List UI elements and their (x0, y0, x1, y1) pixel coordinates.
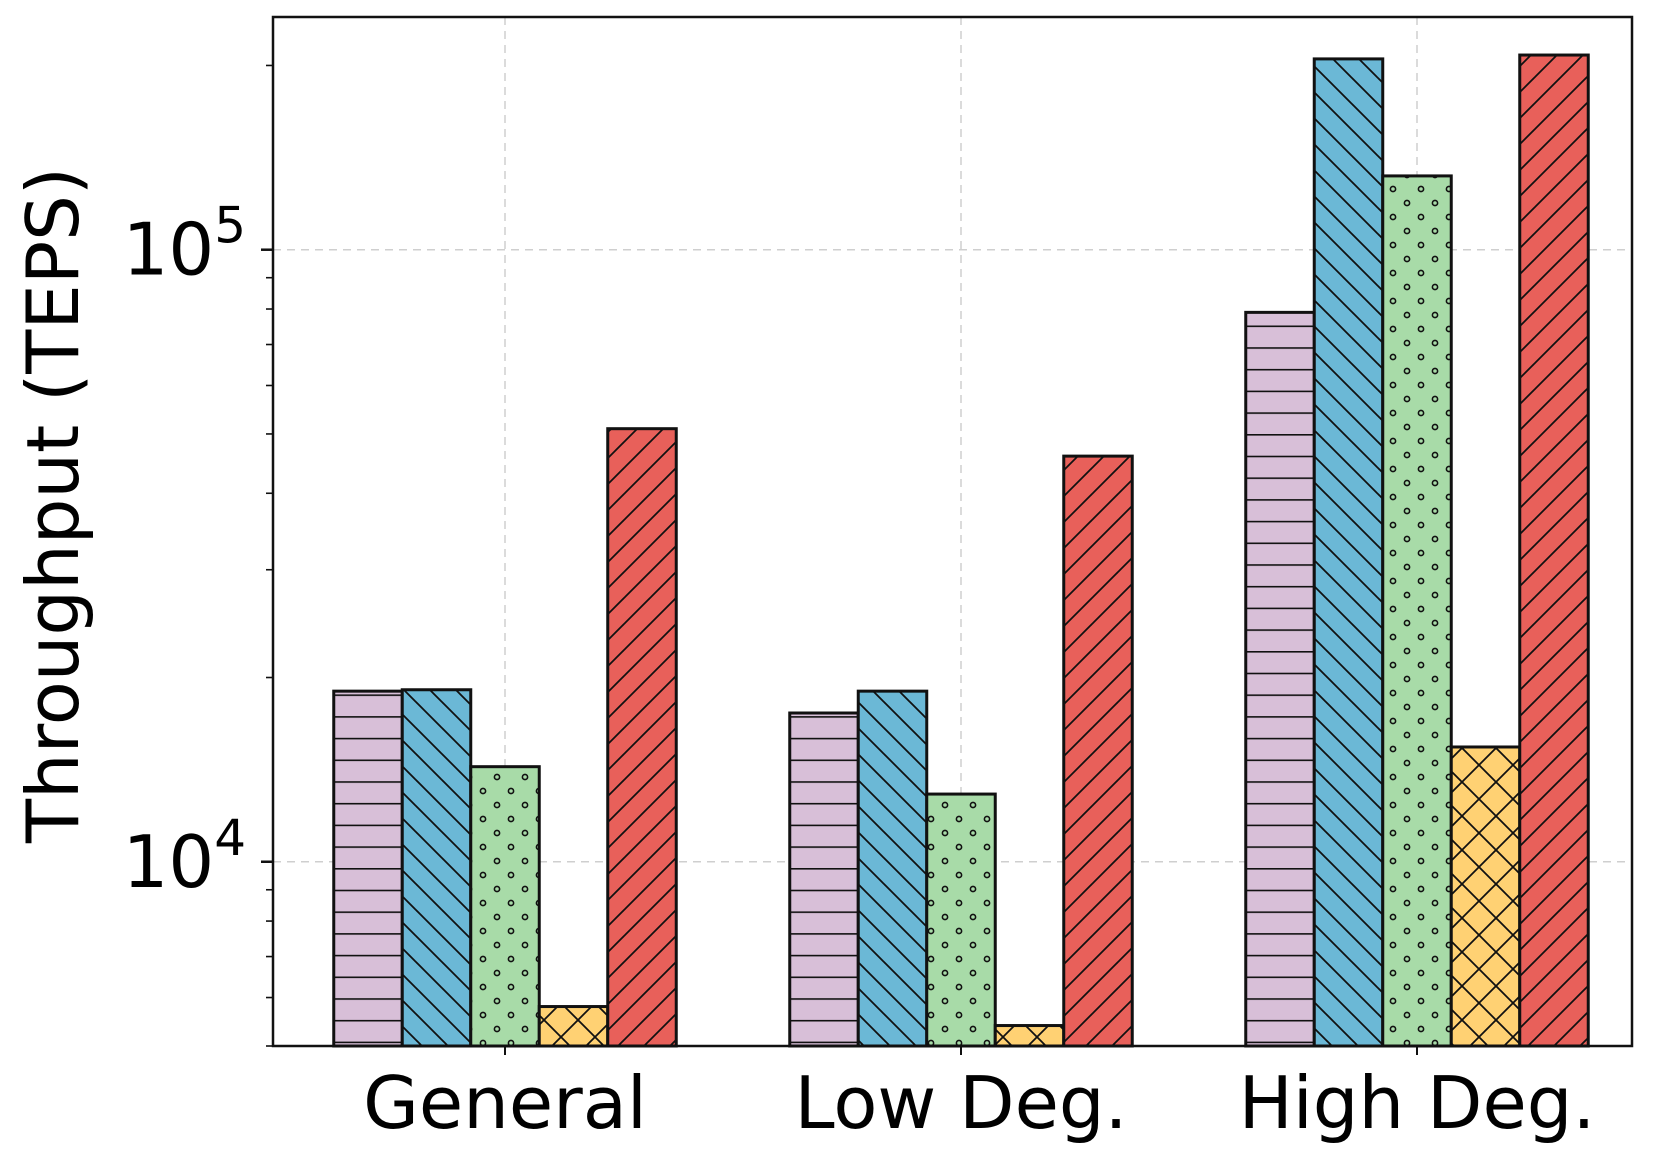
plot-frame (271, 15, 1634, 1048)
bar (1381, 174, 1453, 1048)
bar (1244, 310, 1316, 1048)
bar (537, 1005, 610, 1048)
y-axis-label: Throughput (TEPS) (11, 167, 95, 844)
bar (1062, 454, 1134, 1048)
y-tick-label: 105 (123, 197, 246, 292)
bar (788, 711, 860, 1048)
x-tick-label: High Deg. (1239, 1061, 1596, 1145)
bar (856, 689, 929, 1048)
bar (1449, 745, 1522, 1048)
bar (993, 1024, 1066, 1048)
x-tick-label: Low Deg. (795, 1061, 1128, 1145)
axis-labels: Throughput (TEPS) General Low Deg. High De… (11, 167, 1595, 1145)
bar (469, 765, 541, 1048)
bar (332, 689, 404, 1048)
bar (925, 792, 997, 1048)
y-tick-label: 104 (123, 809, 246, 904)
axis-ticks (261, 64, 1418, 1055)
bar (1312, 57, 1385, 1048)
x-tick-label: General (363, 1061, 647, 1145)
bar (400, 688, 473, 1048)
bar (1518, 53, 1590, 1048)
bar (606, 427, 678, 1048)
bars (332, 53, 1590, 1048)
